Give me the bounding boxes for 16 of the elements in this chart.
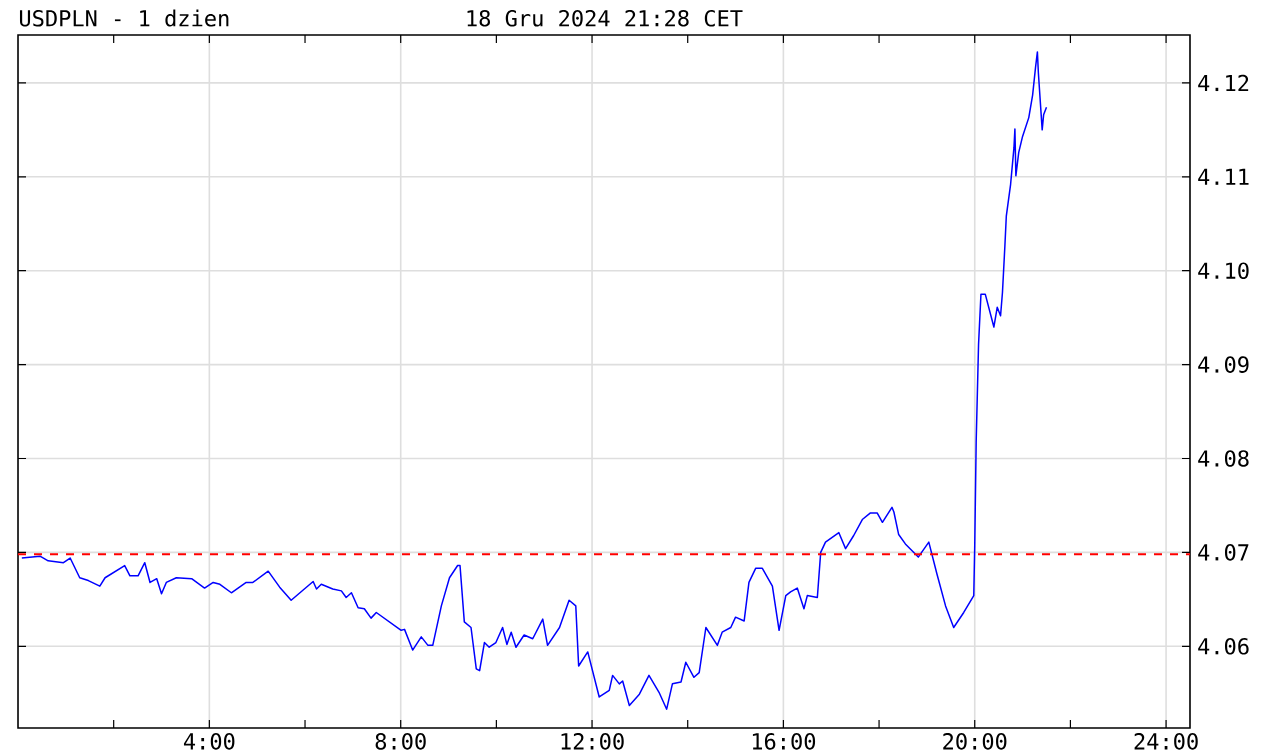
x-tick-label: 16:00	[752, 733, 816, 750]
x-tick-label: 24:00	[1134, 733, 1198, 750]
chart-subtitle: 18 Gru 2024 21:28 CET	[467, 9, 743, 27]
y-tick-label: 4.07	[1198, 544, 1249, 561]
y-tick-label: 4.06	[1198, 637, 1249, 655]
x-tick-label: 12:00	[561, 733, 624, 750]
y-tick-label: 4.08	[1198, 450, 1249, 467]
y-tick-label: 4.10	[1198, 262, 1249, 280]
y-tick-label: 4.12	[1198, 74, 1249, 92]
y-tick-label: 4.11	[1198, 168, 1249, 185]
chart-title: USDPLN - 1 dzien	[19, 9, 229, 27]
x-tick-label: 4:00	[183, 733, 235, 750]
x-tick-label: 8:00	[375, 733, 426, 750]
y-tick-label: 4.09	[1198, 356, 1249, 373]
x-tick-label: 20:00	[943, 733, 1007, 750]
line-series	[21, 51, 1048, 710]
